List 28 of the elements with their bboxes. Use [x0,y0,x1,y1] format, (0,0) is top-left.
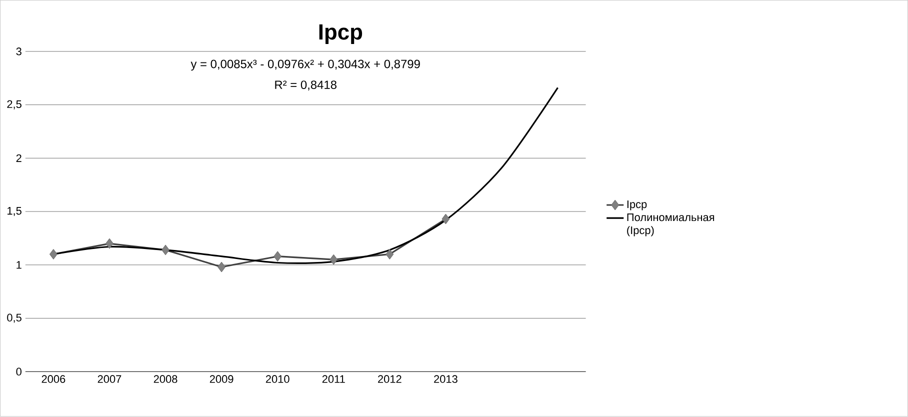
x-tick-label: 2013 [434,375,458,384]
x-tick-label: 2011 [322,375,345,384]
legend-label: Полиномиальная (Ipcp) [627,214,714,236]
y-tick-label: 1 [16,261,22,269]
annotation: R² = 0,8418 [275,80,336,91]
chart-title: Ipcp [319,24,362,44]
point [49,249,58,260]
y-tick-label: 1,5 [7,207,22,216]
point [218,262,226,272]
x-tick-label: 2006 [42,375,66,384]
point [105,238,114,249]
y-tick-label: 2,5 [7,100,22,110]
y-tick-label: 0,5 [7,314,22,323]
x-tick-label: 2009 [210,375,234,384]
point [386,249,394,260]
annotation: y = 0,0085x³ - 0,0976x² + 0,3043x + 0,8799 [190,60,420,71]
x-tick-label: 2007 [98,375,122,384]
y-tick-label: 3 [16,48,22,56]
point [330,254,338,265]
legend-label: Ipcp [627,200,647,210]
x-tick-label: 2010 [266,375,290,384]
y-tick-label: 0 [16,368,22,376]
x-tick-label: 2008 [154,375,178,384]
point [274,251,282,262]
point [442,214,450,224]
x-tick-label: 2012 [378,375,402,384]
point [162,244,170,256]
y-tick-label: 2 [16,154,22,162]
